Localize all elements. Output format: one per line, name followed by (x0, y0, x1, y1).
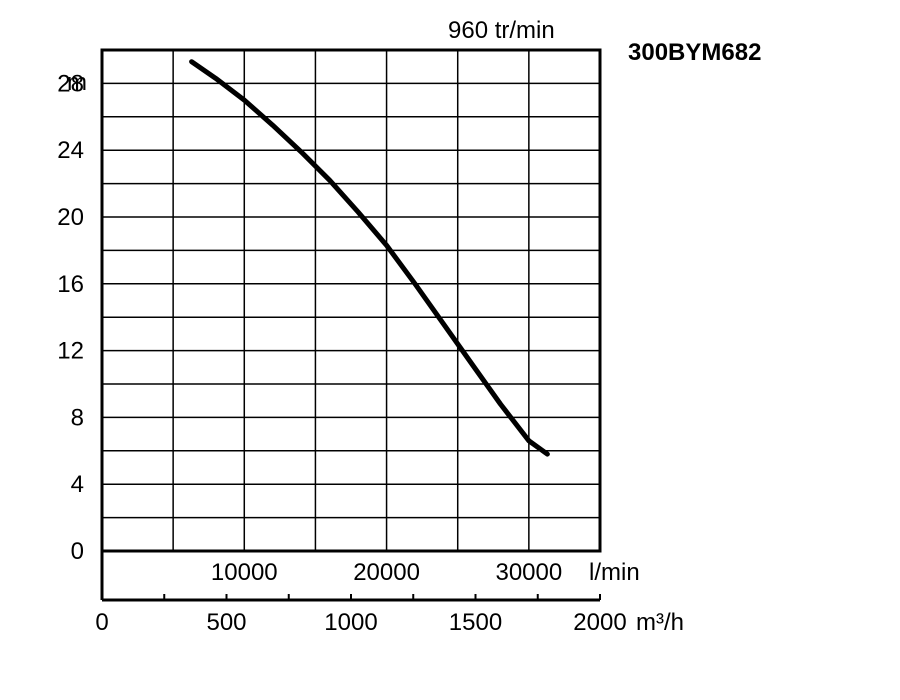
x-tick-label-m3h: 1000 (324, 609, 377, 636)
x-tick-label-m3h: 0 (95, 609, 108, 636)
plot-frame (100, 48, 602, 602)
speed-label: 960 tr/min (448, 17, 555, 44)
y-tick-label: 4 (71, 471, 84, 498)
grid (102, 50, 600, 551)
x-tick-label-lmin: 10000 (211, 559, 278, 586)
y-tick-label: 12 (57, 338, 84, 365)
x-tick-label-m3h: 500 (206, 609, 246, 636)
plot-border (100, 48, 602, 553)
y-tick-label: 8 (71, 404, 84, 431)
x-unit-label-m3h: m³/h (636, 609, 684, 636)
chart-title: 300BYM682 (628, 39, 761, 66)
x-tick-label-m3h: 1500 (449, 609, 502, 636)
y-tick-label: 0 (71, 538, 84, 565)
y-tick-label: 28 (57, 70, 84, 97)
y-tick-label: 20 (57, 204, 84, 231)
x-unit-label-lmin: l/min (589, 559, 640, 586)
y-unit-label: m (67, 69, 87, 96)
x-tick-label-m3h: 2000 (573, 609, 626, 636)
y-tick-label: 24 (57, 137, 84, 164)
y-tick-labels: 0 4 8 12 16 20 24 28 (57, 70, 84, 565)
x-tick-label-lmin: 20000 (353, 559, 420, 586)
y-tick-label: 16 (57, 271, 84, 298)
series-line (189, 59, 550, 457)
x-tick-labels-m3h: 0 500 1000 1500 2000 (95, 609, 626, 636)
x-tick-labels-lmin: 10000 20000 30000 (211, 559, 562, 586)
x-tick-label-lmin: 30000 (495, 559, 562, 586)
